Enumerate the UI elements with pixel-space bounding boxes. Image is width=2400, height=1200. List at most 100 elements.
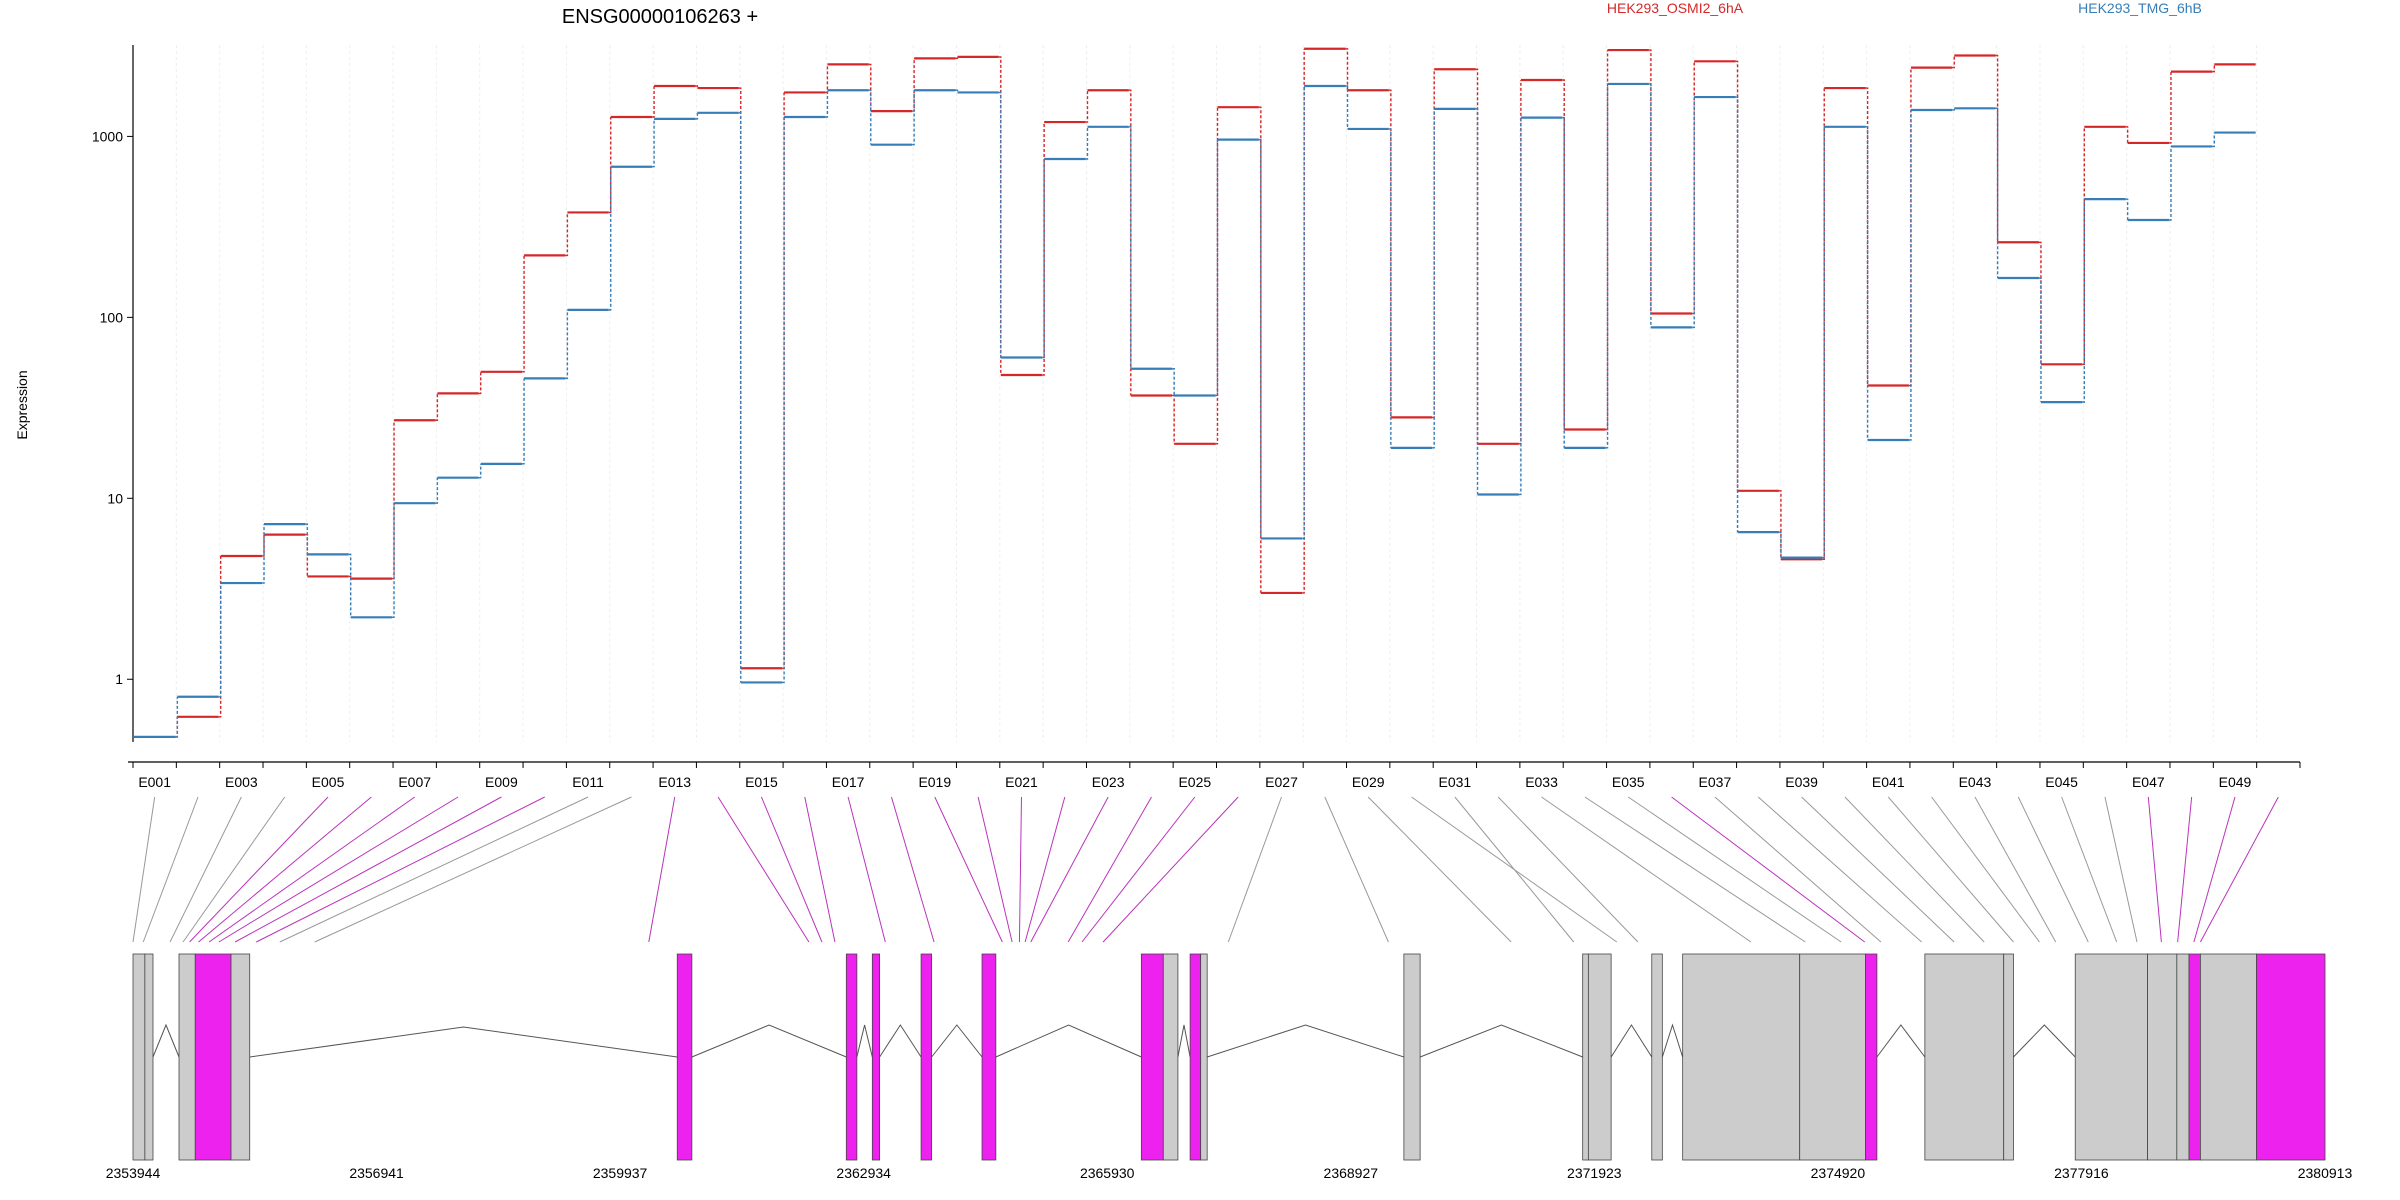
- exon-block-highlighted: [981, 953, 997, 1161]
- series-2-step: [522, 378, 525, 465]
- connector-E039: [1801, 796, 1955, 943]
- connector-E014: [717, 796, 810, 943]
- series-2-step: [1215, 139, 1219, 397]
- connector-E012: [314, 796, 632, 943]
- series-2-step: [565, 309, 569, 380]
- connector-E005: [189, 796, 329, 943]
- x-tick-label: E037: [1699, 774, 1732, 790]
- intron: [1610, 1024, 1653, 1058]
- connector-E044: [2017, 796, 2089, 943]
- series-1-step: [652, 85, 655, 118]
- series-2-step: [738, 112, 742, 683]
- x-tick-label: E017: [832, 774, 865, 790]
- y-tick-label: 100: [100, 309, 124, 325]
- series-2-step: [608, 166, 612, 311]
- exon-block-highlighted: [2188, 953, 2201, 1161]
- connector-E038: [1757, 796, 1922, 943]
- x-tick-label: E045: [2045, 774, 2078, 790]
- series-2-step: [652, 118, 655, 168]
- connector-E029: [1367, 796, 1512, 943]
- intron: [691, 1024, 847, 1058]
- series-1-step: [955, 56, 959, 60]
- connector-E020: [977, 796, 1013, 943]
- y-tick-label: 10: [107, 490, 123, 506]
- series-1-step: [218, 555, 222, 718]
- connector-E050: [2199, 796, 2279, 943]
- series-2-step: [1648, 83, 1652, 328]
- exon-block: [132, 953, 146, 1161]
- intron: [1207, 1024, 1405, 1058]
- exon-block: [2074, 953, 2148, 1161]
- series-2-step: [1778, 531, 1782, 558]
- series-2-step: [998, 91, 1002, 358]
- exon-connectors: [132, 796, 2279, 943]
- x-tick-label: E033: [1525, 774, 1558, 790]
- series-1-step: [868, 63, 872, 112]
- series-2: [134, 82, 2256, 739]
- x-ticks: E001 E003 E005 E007 E009 E011 E013 E015 E017 E019…: [132, 762, 2301, 790]
- series-2-step: [1172, 368, 1175, 396]
- connector-E010: [255, 796, 545, 943]
- gene-model: [132, 953, 2326, 1161]
- exon-block: [1682, 953, 1801, 1161]
- series-1-step: [1215, 107, 1219, 445]
- genomic-tick-label: 2380913: [2298, 1165, 2353, 1181]
- series-2-step: [1432, 108, 1435, 449]
- series-1-step: [522, 255, 525, 373]
- connector-E043: [1974, 796, 2057, 943]
- genomic-axis: 2353944 2356941 2359937 2362934 2365930 23689…: [106, 1165, 2353, 1181]
- series-2-step: [305, 523, 309, 555]
- exon-block: [1403, 953, 1421, 1161]
- exon-block: [1651, 953, 1663, 1161]
- series-2-step: [1952, 108, 1955, 111]
- x-tick-label: E029: [1352, 774, 1385, 790]
- series-1-step: [1302, 48, 1305, 594]
- exon-block: [1924, 953, 2005, 1161]
- connector-E004: [182, 796, 286, 943]
- x-tick-label: E031: [1439, 774, 1472, 790]
- series-lines: [134, 47, 2256, 739]
- connector-E018: [890, 796, 935, 943]
- series-2-step: [1995, 107, 1999, 279]
- series-1-step: [348, 575, 352, 579]
- series-1-step: [435, 393, 439, 421]
- connector-E019: [934, 796, 1003, 943]
- series-1-step: [1822, 88, 1825, 561]
- exon-block: [2147, 953, 2178, 1161]
- series-1-step: [1085, 90, 1089, 123]
- exon-block: [2176, 953, 2190, 1161]
- series-2-step: [1692, 97, 1695, 329]
- connector-E049: [2193, 796, 2236, 943]
- series-1-step: [2038, 241, 2042, 365]
- series-2-step: [435, 477, 439, 504]
- connector-E026: [1102, 796, 1239, 943]
- gridlines: [175, 45, 2258, 742]
- series-2-step: [1562, 116, 1565, 448]
- series-2-step: [1518, 117, 1522, 496]
- y-axis-label: Expression: [14, 370, 30, 439]
- intron: [856, 1024, 873, 1058]
- series-1-step: [1995, 54, 1999, 243]
- genomic-tick-label: 2371923: [1567, 1165, 1622, 1181]
- x-tick-label: E023: [1092, 774, 1125, 790]
- series-2-step: [2038, 277, 2042, 403]
- connector-E025: [1081, 796, 1196, 943]
- x-tick-label: E011: [572, 774, 604, 790]
- intron: [1876, 1024, 1926, 1058]
- exon-block: [178, 953, 196, 1161]
- series-2-step: [348, 553, 352, 618]
- connector-E013: [648, 796, 676, 943]
- series-2-step: [2082, 199, 2086, 403]
- x-tick-label: E035: [1612, 774, 1645, 790]
- connector-E037: [1714, 796, 1882, 943]
- exon-block: [1162, 953, 1179, 1161]
- x-tick-label: E021: [1005, 774, 1038, 790]
- series-2-step: [1865, 126, 1869, 440]
- series-2-step: [218, 583, 222, 698]
- series-2-step: [1258, 138, 1262, 539]
- series-2-step: [1822, 126, 1825, 559]
- exon-block-highlighted: [920, 953, 933, 1161]
- series-1-step: [2125, 126, 2129, 143]
- series-2-step: [1908, 109, 1912, 441]
